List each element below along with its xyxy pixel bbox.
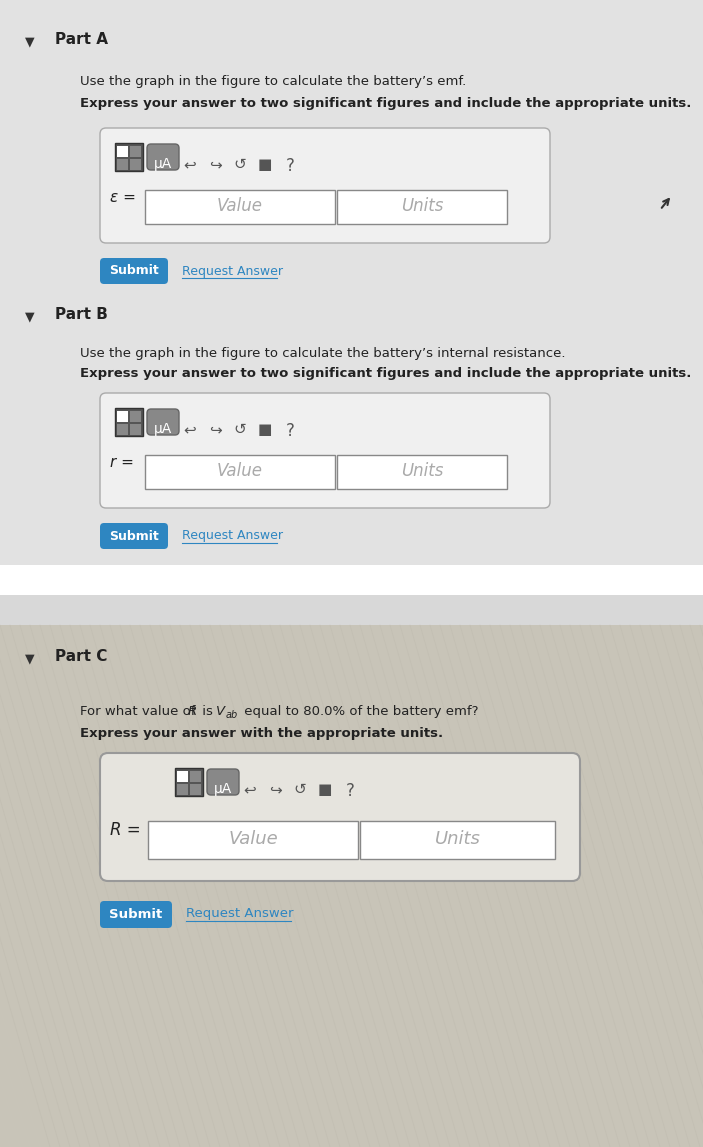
FancyBboxPatch shape	[148, 821, 358, 859]
Text: R: R	[188, 705, 198, 718]
Text: Request Answer: Request Answer	[186, 907, 293, 921]
Text: equal to 80.0% of the battery emf?: equal to 80.0% of the battery emf?	[240, 705, 479, 718]
Text: Request Answer: Request Answer	[182, 265, 283, 278]
Text: μA: μA	[214, 782, 232, 796]
Text: ↪: ↪	[209, 422, 221, 437]
Text: ▼: ▼	[25, 651, 35, 665]
Text: Use the graph in the figure to calculate the battery’s internal resistance.: Use the graph in the figure to calculate…	[80, 348, 565, 360]
FancyBboxPatch shape	[130, 411, 141, 422]
Text: Value: Value	[228, 830, 278, 848]
FancyBboxPatch shape	[337, 455, 507, 489]
FancyBboxPatch shape	[147, 145, 179, 170]
Text: is: is	[198, 705, 217, 718]
FancyBboxPatch shape	[117, 424, 128, 435]
Text: For what value of: For what value of	[80, 705, 200, 718]
FancyBboxPatch shape	[115, 143, 143, 171]
Text: Request Answer: Request Answer	[182, 530, 283, 543]
FancyBboxPatch shape	[117, 146, 128, 157]
Text: Part B: Part B	[55, 307, 108, 322]
FancyBboxPatch shape	[117, 411, 128, 422]
Text: Submit: Submit	[109, 530, 159, 543]
Text: ab: ab	[226, 710, 238, 720]
Text: ?: ?	[346, 782, 354, 799]
Text: Submit: Submit	[109, 265, 159, 278]
FancyBboxPatch shape	[100, 128, 550, 243]
FancyBboxPatch shape	[177, 785, 188, 795]
Text: Value: Value	[217, 462, 263, 479]
FancyBboxPatch shape	[175, 768, 203, 796]
Text: ■: ■	[258, 422, 272, 437]
FancyBboxPatch shape	[130, 424, 141, 435]
FancyBboxPatch shape	[117, 159, 128, 170]
FancyBboxPatch shape	[145, 455, 335, 489]
FancyBboxPatch shape	[190, 785, 201, 795]
Text: ↪: ↪	[269, 782, 281, 797]
FancyBboxPatch shape	[115, 408, 143, 436]
Text: ?: ?	[285, 422, 295, 440]
Text: ■: ■	[318, 782, 333, 797]
FancyBboxPatch shape	[0, 0, 703, 595]
Text: ↩: ↩	[183, 157, 196, 172]
Text: Part C: Part C	[55, 649, 108, 664]
Text: ↩: ↩	[244, 782, 257, 797]
Text: Units: Units	[401, 197, 443, 214]
FancyBboxPatch shape	[360, 821, 555, 859]
Text: ■: ■	[258, 157, 272, 172]
Text: V: V	[216, 705, 225, 718]
FancyBboxPatch shape	[130, 146, 141, 157]
FancyBboxPatch shape	[100, 393, 550, 508]
FancyBboxPatch shape	[190, 771, 201, 782]
Text: μA: μA	[154, 422, 172, 436]
Text: Units: Units	[434, 830, 480, 848]
Text: μA: μA	[154, 157, 172, 171]
Text: ↺: ↺	[233, 157, 246, 172]
Text: ↪: ↪	[209, 157, 221, 172]
Text: ▼: ▼	[25, 310, 35, 323]
FancyBboxPatch shape	[207, 768, 239, 795]
FancyBboxPatch shape	[100, 902, 172, 928]
Text: Express your answer to two significant figures and include the appropriate units: Express your answer to two significant f…	[80, 367, 691, 380]
Text: Value: Value	[217, 197, 263, 214]
Text: ↺: ↺	[233, 422, 246, 437]
Text: ↩: ↩	[183, 422, 196, 437]
Text: ↺: ↺	[294, 782, 307, 797]
Text: R =: R =	[110, 821, 141, 838]
FancyBboxPatch shape	[0, 625, 703, 1147]
Text: Use the graph in the figure to calculate the battery’s emf.: Use the graph in the figure to calculate…	[80, 75, 466, 88]
Text: Submit: Submit	[110, 907, 162, 921]
FancyBboxPatch shape	[0, 565, 703, 595]
FancyBboxPatch shape	[100, 752, 580, 881]
FancyBboxPatch shape	[100, 258, 168, 284]
FancyBboxPatch shape	[145, 190, 335, 224]
FancyBboxPatch shape	[337, 190, 507, 224]
Text: Express your answer to two significant figures and include the appropriate units: Express your answer to two significant f…	[80, 97, 691, 110]
FancyBboxPatch shape	[147, 409, 179, 435]
FancyBboxPatch shape	[100, 523, 168, 549]
Text: r =: r =	[110, 455, 134, 470]
FancyBboxPatch shape	[177, 771, 188, 782]
Text: Units: Units	[401, 462, 443, 479]
Text: ?: ?	[285, 157, 295, 175]
Text: Express your answer with the appropriate units.: Express your answer with the appropriate…	[80, 727, 443, 740]
Text: ε =: ε =	[110, 190, 136, 205]
Text: ▼: ▼	[25, 36, 35, 48]
FancyBboxPatch shape	[130, 159, 141, 170]
Text: Part A: Part A	[55, 32, 108, 47]
